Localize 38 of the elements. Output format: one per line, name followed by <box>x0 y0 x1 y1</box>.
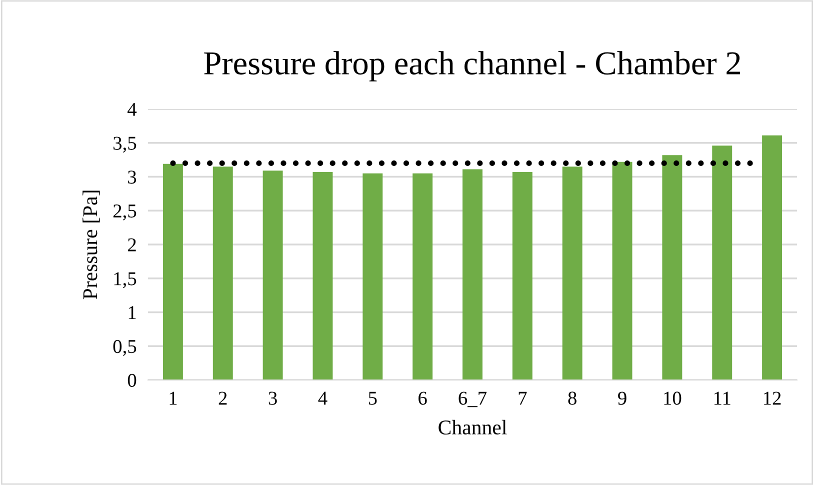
y-tick-label: 0 <box>128 374 136 387</box>
bar <box>612 162 632 380</box>
y-axis-title: Pressure [Pa] <box>82 190 100 300</box>
bar <box>512 172 532 380</box>
x-tick-label: 4 <box>318 392 328 405</box>
x-tick-label: 6 <box>418 392 427 405</box>
x-tick-label: 5 <box>368 392 377 405</box>
x-tick-label: 6_7 <box>458 392 487 408</box>
bar <box>662 155 682 380</box>
chart-title: Pressure drop each channel - Chamber 2 <box>204 51 740 82</box>
bar <box>462 169 482 380</box>
x-tick-label: 1 <box>170 392 177 405</box>
y-tick-label: 1 <box>128 306 136 319</box>
y-tick-label: 2 <box>128 238 136 252</box>
y-tick-label: 0,5 <box>113 340 136 356</box>
bar <box>262 170 283 380</box>
y-tick-label: 4 <box>128 102 137 116</box>
bar <box>562 166 582 380</box>
x-tick-label: 7 <box>518 392 527 405</box>
bar <box>312 172 333 380</box>
bar <box>762 135 782 380</box>
x-tick-label: 9 <box>618 392 626 405</box>
x-tick-label: 8 <box>568 392 576 405</box>
bar <box>712 146 732 380</box>
bar <box>412 173 433 380</box>
x-tick-label: 10 <box>664 392 682 405</box>
x-tick-label: 11 <box>714 392 730 405</box>
y-tick-label: 2,5 <box>113 204 136 220</box>
x-tick-label: 2 <box>218 392 227 405</box>
y-tick-label: 3,5 <box>114 136 136 153</box>
bar <box>162 164 183 380</box>
x-tick-label: 3 <box>268 392 277 405</box>
y-tick-label: 1,5 <box>114 272 136 288</box>
y-tick-label: 3 <box>128 170 136 184</box>
x-tick-label: 12 <box>764 392 781 405</box>
bar <box>362 173 383 380</box>
x-axis-title: Channel <box>438 420 507 435</box>
bar <box>212 166 233 380</box>
